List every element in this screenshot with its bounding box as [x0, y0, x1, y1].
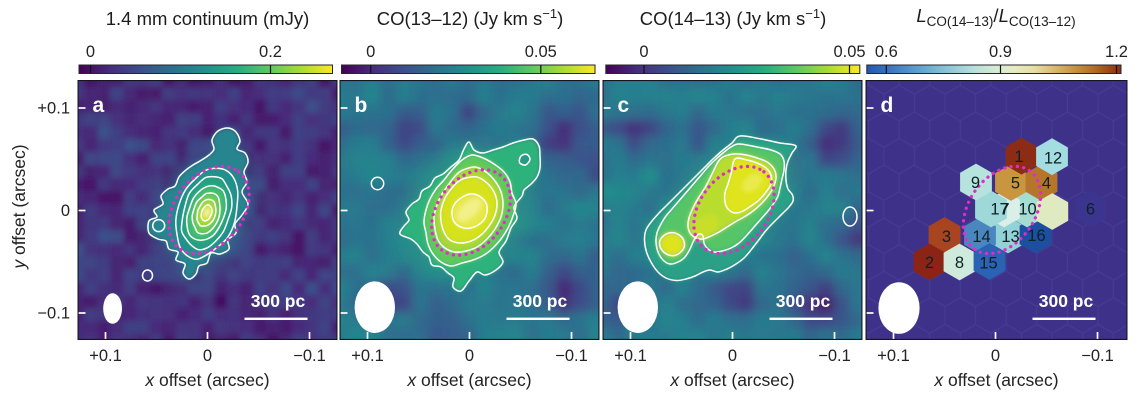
svg-text:3: 3 — [942, 228, 951, 246]
svg-text:+0.1: +0.1 — [877, 347, 910, 365]
svg-text:14: 14 — [972, 228, 990, 246]
svg-text:4: 4 — [1042, 175, 1051, 193]
svg-text:−0.1: −0.1 — [1081, 347, 1114, 365]
svg-text:x offset (arcsec): x offset (arcsec) — [669, 370, 794, 390]
svg-text:0.6: 0.6 — [875, 43, 898, 61]
svg-text:y offset (arcsec): y offset (arcsec) — [9, 144, 29, 269]
svg-text:1.4 mm continuum (mJy): 1.4 mm continuum (mJy) — [106, 8, 310, 29]
svg-text:0: 0 — [61, 202, 70, 220]
svg-text:+0.1: +0.1 — [351, 347, 384, 365]
svg-text:0.2: 0.2 — [259, 43, 282, 61]
svg-text:1.2: 1.2 — [1105, 43, 1128, 61]
svg-text:x offset (arcsec): x offset (arcsec) — [933, 370, 1058, 390]
svg-text:5: 5 — [1011, 175, 1020, 193]
svg-text:a: a — [93, 94, 105, 117]
svg-text:d: d — [881, 94, 894, 117]
svg-text:10: 10 — [1018, 201, 1036, 219]
svg-text:0: 0 — [728, 347, 737, 365]
svg-text:15: 15 — [979, 255, 997, 273]
svg-text:9: 9 — [971, 174, 980, 192]
svg-text:17: 17 — [990, 201, 1008, 219]
svg-text:7: 7 — [1000, 201, 1009, 219]
svg-text:0: 0 — [991, 347, 1000, 365]
svg-text:300 pc: 300 pc — [776, 291, 831, 311]
svg-text:c: c — [618, 94, 630, 117]
svg-text:−0.1: −0.1 — [37, 305, 70, 323]
svg-text:8: 8 — [955, 254, 964, 272]
svg-text:−0.1: −0.1 — [555, 347, 588, 365]
svg-text:300 pc: 300 pc — [1039, 291, 1094, 311]
svg-text:CO(14–13) (Jy km s−1): CO(14–13) (Jy km s−1) — [640, 6, 827, 30]
svg-text:−0.1: −0.1 — [818, 347, 851, 365]
svg-text:2: 2 — [925, 254, 934, 272]
svg-text:0.9: 0.9 — [989, 43, 1012, 61]
svg-text:−0.1: −0.1 — [293, 347, 326, 365]
svg-text:0: 0 — [639, 43, 648, 61]
svg-text:13: 13 — [1001, 228, 1019, 246]
svg-text:CO(13–12) (Jy km s−1): CO(13–12) (Jy km s−1) — [377, 6, 564, 30]
svg-text:0: 0 — [366, 43, 375, 61]
svg-text:16: 16 — [1027, 227, 1045, 245]
svg-text:0: 0 — [465, 347, 474, 365]
svg-text:+0.1: +0.1 — [614, 347, 647, 365]
svg-text:+0.1: +0.1 — [89, 347, 122, 365]
svg-text:0: 0 — [86, 43, 95, 61]
svg-text:0.05: 0.05 — [833, 43, 865, 61]
svg-text:12: 12 — [1044, 150, 1062, 168]
svg-text:0.05: 0.05 — [525, 43, 557, 61]
svg-text:1: 1 — [1014, 148, 1023, 166]
svg-text:0: 0 — [203, 347, 212, 365]
svg-text:300 pc: 300 pc — [513, 291, 568, 311]
svg-text:b: b — [355, 94, 368, 117]
svg-text:x offset (arcsec): x offset (arcsec) — [406, 370, 531, 390]
svg-text:+0.1: +0.1 — [37, 100, 70, 118]
svg-text:300 pc: 300 pc — [251, 291, 306, 311]
svg-text:6: 6 — [1086, 201, 1095, 219]
svg-text:x offset (arcsec): x offset (arcsec) — [144, 370, 269, 390]
